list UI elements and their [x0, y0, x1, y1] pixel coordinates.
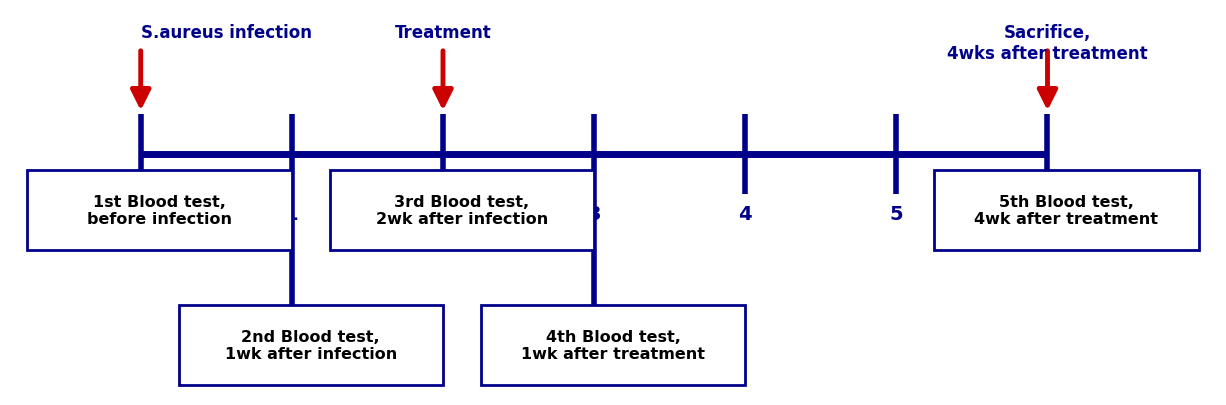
Text: Sacrifice,
4wks after treatment: Sacrifice, 4wks after treatment	[948, 24, 1148, 63]
FancyBboxPatch shape	[934, 171, 1199, 250]
Text: 4th Blood test,
1wk after treatment: 4th Blood test, 1wk after treatment	[521, 329, 705, 362]
Text: 3: 3	[587, 205, 601, 224]
Text: S.aureus infection: S.aureus infection	[141, 24, 311, 42]
FancyBboxPatch shape	[481, 306, 745, 385]
Text: 6: 6	[1041, 205, 1054, 224]
Text: 4: 4	[738, 205, 752, 224]
Text: 0: 0	[134, 205, 147, 224]
Text: Treatment: Treatment	[395, 24, 492, 42]
Text: 5: 5	[890, 205, 904, 224]
FancyBboxPatch shape	[330, 171, 595, 250]
Text: 1: 1	[284, 205, 299, 224]
Text: 5th Blood test,
4wk after treatment: 5th Blood test, 4wk after treatment	[975, 194, 1159, 227]
FancyBboxPatch shape	[179, 306, 443, 385]
FancyBboxPatch shape	[27, 171, 292, 250]
Text: 2: 2	[436, 205, 450, 224]
Text: 3rd Blood test,
2wk after infection: 3rd Blood test, 2wk after infection	[375, 194, 548, 227]
Text: 2nd Blood test,
1wk after infection: 2nd Blood test, 1wk after infection	[224, 329, 397, 362]
Text: 1st Blood test,
before infection: 1st Blood test, before infection	[87, 194, 232, 227]
